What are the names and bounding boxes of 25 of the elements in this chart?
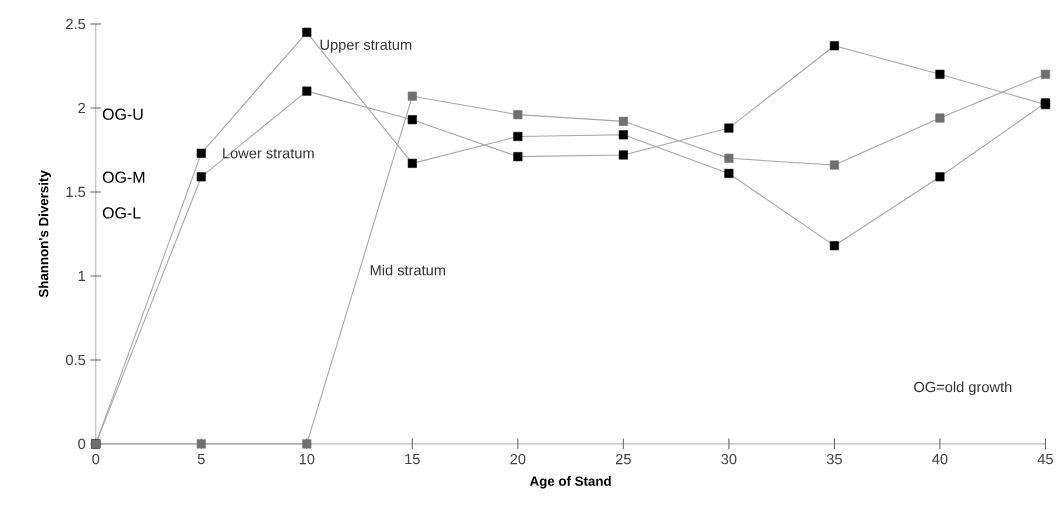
series-label: Mid stratum [370,264,446,276]
x-tick-label: 0 [92,454,100,465]
x-axis-title: Age of Stand [529,476,611,489]
x-tick-label: 35 [826,454,842,465]
x-tick-label: 45 [1037,454,1053,465]
x-tick-label: 25 [615,454,631,465]
series-label: Upper stratum [320,39,412,53]
y-tick-label: 0.5 [65,354,86,366]
y-tick-label: 1 [78,271,86,282]
annotation: OG-M [102,171,145,184]
x-tick-label: 15 [405,454,420,465]
annotation: OG-L [102,207,141,219]
annotation: OG=old growth [914,381,1012,396]
y-tick-label: 0 [78,438,86,450]
x-tick-label: 10 [299,454,315,465]
series-label: Lower stratum [223,148,314,159]
x-tick-label: 5 [197,454,205,465]
y-tick-label: 2 [78,102,86,114]
x-tick-label: 20 [510,454,526,465]
y-tick-label: 1.5 [66,186,86,198]
y-tick-label: 2.5 [66,18,86,30]
x-tick-label: 40 [932,454,948,465]
annotation: OG-U [102,108,143,121]
x-tick-label: 30 [721,454,737,465]
y-axis-title: Shannon's Diversity [38,170,51,298]
